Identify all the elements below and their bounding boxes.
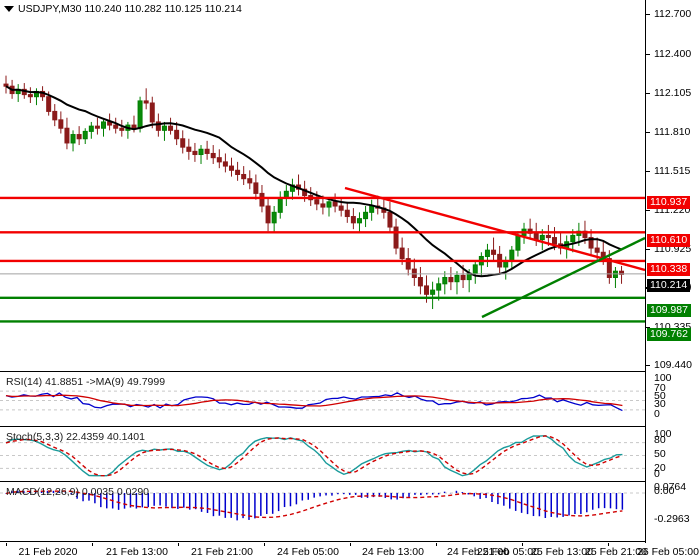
- time-tick-label: 25 Feb 13:00: [531, 546, 593, 558]
- price-tick-label: 112.400: [654, 48, 692, 60]
- time-tick-label: 24 Feb 21:00: [447, 546, 509, 558]
- time-tick-mark: [608, 543, 609, 546]
- indicator-scale-label: 100: [654, 428, 672, 440]
- indicator-scale-label: 100: [654, 372, 672, 384]
- chevron-down-icon[interactable]: [4, 6, 14, 12]
- support-label-109762[interactable]: 109.762: [647, 328, 691, 341]
- rsi-canvas[interactable]: [0, 373, 646, 426]
- price-tick-label: 111.810: [654, 126, 691, 138]
- symbol-header: USDJPY,M30 110.240 110.282 110.125 110.2…: [18, 3, 242, 15]
- pane-separator-macd: [0, 481, 646, 482]
- time-tick-label: 24 Feb 13:00: [362, 546, 424, 558]
- time-tick-label: 24 Feb 05:00: [277, 546, 339, 558]
- price-tick-label: 110.335: [654, 321, 692, 333]
- price-tick-mark: [646, 365, 650, 366]
- indicator-scale-label: 0.0764: [654, 481, 687, 493]
- time-tick-mark: [350, 543, 351, 546]
- rsi-pane[interactable]: [0, 373, 646, 426]
- time-tick-label: 26 Feb 05:00: [637, 546, 699, 558]
- resistance-label-110610[interactable]: 110.610: [647, 234, 691, 247]
- time-tick-mark: [92, 543, 93, 546]
- indicator-scale-label: 70: [654, 382, 666, 394]
- current-price-label[interactable]: 110.214: [647, 279, 691, 292]
- indicator-scale-label: 0.00: [654, 485, 675, 497]
- time-axis[interactable]: 21 Feb 2020 21 Feb 13:00 21 Feb 21:00 24 Fe…: [0, 543, 700, 560]
- price-tick-mark: [646, 93, 650, 94]
- time-tick-label: 21 Feb 13:00: [106, 546, 168, 558]
- time-tick-label: 21 Feb 2020: [18, 546, 78, 558]
- time-tick-mark: [436, 543, 437, 546]
- time-tick-mark: [264, 543, 265, 546]
- price-tick-label: 112.700: [654, 8, 692, 20]
- rsi-title: RSI(14) 41.8851 ->MA(9) 49.7999: [6, 376, 166, 388]
- indicator-scale-label: 20: [654, 462, 666, 474]
- pane-separator-rsi: [0, 371, 646, 372]
- price-tick-mark: [646, 249, 650, 250]
- resistance-label-110937[interactable]: 110.937: [647, 196, 691, 209]
- macd-pane[interactable]: [0, 483, 646, 541]
- indicator-scale-label: -0.2963: [654, 513, 690, 525]
- macd-canvas[interactable]: [0, 483, 646, 541]
- price-tick-label: 110.925: [654, 243, 692, 255]
- price-tick-mark: [646, 210, 650, 211]
- price-tick-label: 112.105: [654, 87, 692, 99]
- time-tick-label: 25 Feb 21:00: [585, 546, 647, 558]
- support-label-109987[interactable]: 109.987: [647, 304, 691, 317]
- time-tick-mark: [522, 543, 523, 546]
- price-tick-mark: [646, 14, 650, 15]
- price-tick-mark: [646, 327, 650, 328]
- price-tick-mark: [646, 171, 650, 172]
- resistance-label-110338[interactable]: 110.338: [647, 263, 691, 276]
- time-tick-label: 21 Feb 21:00: [191, 546, 253, 558]
- stochastic-canvas[interactable]: [0, 428, 646, 481]
- indicator-scale-label: 50: [654, 390, 666, 402]
- price-axis[interactable]: 112.700 112.400 112.105 111.810 111.515 111.2…: [646, 0, 700, 543]
- price-tick-label: 109.440: [654, 359, 692, 371]
- time-tick-label: 25 Feb 05:00: [477, 546, 539, 558]
- price-tick-mark: [646, 132, 650, 133]
- price-chart-pane[interactable]: [0, 0, 646, 370]
- indicator-scale-label: 50: [654, 448, 666, 460]
- indicator-scale-label: 0: [654, 408, 660, 420]
- price-chart-canvas[interactable]: [0, 0, 646, 370]
- pane-separator-bottom: [0, 541, 646, 542]
- stochastic-title: Stoch(5,3,3) 22.4359 40.1401: [6, 431, 145, 443]
- price-tick-label: 111.515: [654, 165, 691, 177]
- indicator-scale-label: 30: [654, 398, 666, 410]
- time-tick-mark: [178, 543, 179, 546]
- macd-title: MACD(12,26,9) 0.0035 0.0290: [6, 486, 150, 498]
- indicator-scale-label: 80: [654, 434, 666, 446]
- price-tick-label: 111.220: [654, 204, 691, 216]
- pane-separator-stoch: [0, 426, 646, 427]
- price-tick-mark: [646, 54, 650, 55]
- time-tick-mark: [6, 543, 7, 546]
- stochastic-pane[interactable]: [0, 428, 646, 481]
- indicator-scale-label: 0: [654, 468, 660, 480]
